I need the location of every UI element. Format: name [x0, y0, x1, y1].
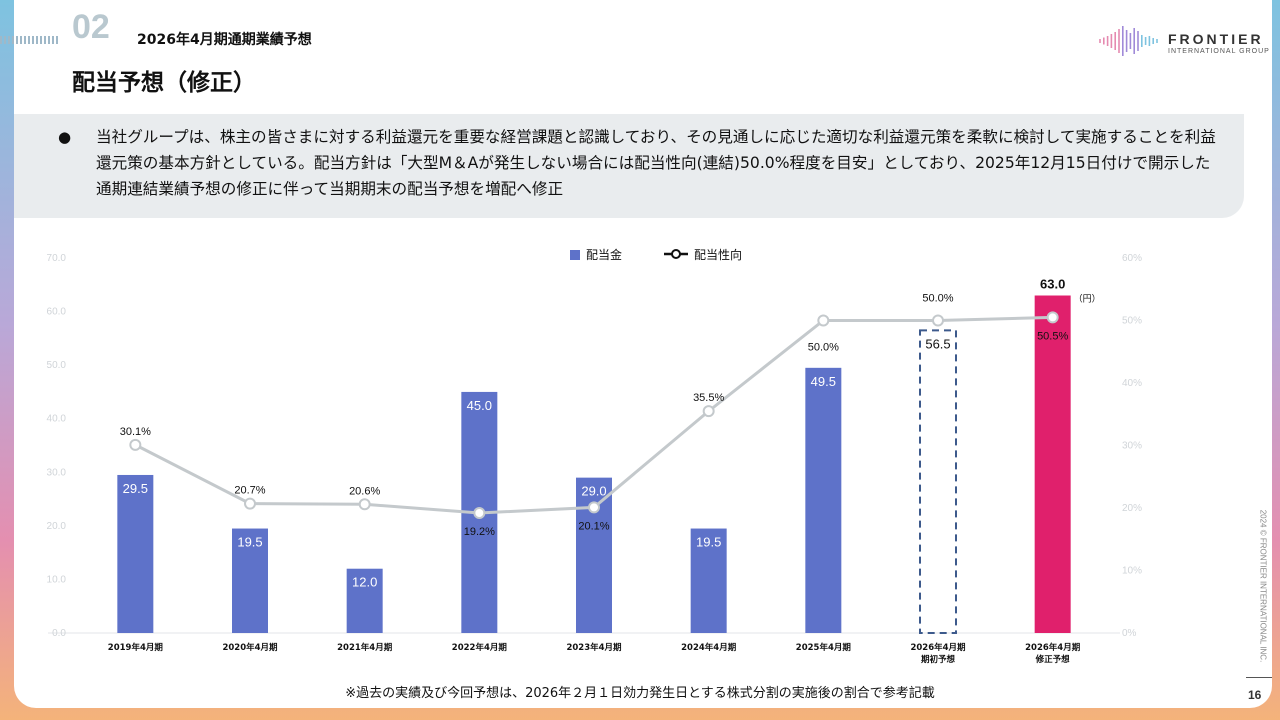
bar-value-label: 29.5	[123, 481, 148, 496]
x-category-label: 2025年4月期	[796, 642, 852, 653]
bar-value-label: 56.5	[925, 336, 950, 351]
y-left-tick-label: 60.0	[47, 307, 67, 318]
y-right-tick-label: 60%	[1122, 253, 1142, 264]
legend-bar-label: 配当金	[586, 247, 622, 262]
y-right-tick-label: 30%	[1122, 441, 1142, 452]
x-category-label: 2024年4月期	[681, 642, 737, 653]
x-category-label: 修正予想	[1035, 654, 1071, 665]
footnote: ※過去の実績及び今回予想は、2026年２月１日効力発生日とする株式分割の実施後の…	[345, 686, 935, 701]
page-title: 配当予想（修正）	[72, 70, 256, 96]
bar-value-label: 45.0	[467, 398, 492, 413]
bar-value-label: 29.0	[581, 484, 606, 499]
x-category-label: 2022年4月期	[452, 642, 508, 653]
x-category-label: 期初予想	[921, 654, 956, 665]
legend-line-label: 配当性向	[694, 247, 742, 262]
payout-ratio-label: 35.5%	[693, 392, 724, 404]
bar-value-label: 49.5	[811, 374, 836, 389]
logo-wordmark: FRONTIER	[1168, 31, 1264, 47]
logo-subtitle: INTERNATIONAL GROUP	[1168, 48, 1270, 55]
y-left-tick-label: 20.0	[47, 521, 67, 532]
payout-ratio-point	[1046, 311, 1059, 324]
x-category-label: 2020年4月期	[222, 642, 278, 653]
payout-ratio-point	[702, 405, 715, 418]
bullet-icon: ●	[58, 128, 72, 146]
y-left-tick-label: 10.0	[47, 574, 67, 585]
x-category-label: 2019年4月期	[108, 642, 164, 653]
bar-value-label: 12.0	[352, 575, 377, 590]
bar-value-label: 19.5	[237, 535, 262, 550]
section-title: 2026年4月期通期業績予想	[137, 32, 312, 48]
y-left-tick-label: 50.0	[47, 360, 67, 371]
copyright: 2024 © FRONTIER INTERNATIONAL INC.	[1258, 509, 1268, 663]
policy-note-text: 当社グループは、株主の皆さまに対する利益還元を重要な経営課題と認識しており、その…	[96, 128, 1216, 198]
y-right-tick-label: 50%	[1122, 316, 1142, 327]
y-left-tick-label: 30.0	[47, 467, 67, 478]
payout-ratio-label: 50.0%	[922, 293, 953, 305]
payout-ratio-label: 20.6%	[349, 485, 380, 497]
y-left-tick-label: 0.0	[52, 628, 66, 639]
page-number: 16	[1248, 688, 1262, 702]
dividend-bar	[576, 477, 612, 633]
dividend-bar	[232, 528, 268, 633]
unit-label: （円）	[1074, 294, 1101, 305]
dividend-bar	[346, 568, 383, 633]
payout-ratio-point	[358, 498, 371, 511]
payout-ratio-point	[244, 497, 256, 510]
page-number-rule	[1246, 677, 1272, 678]
payout-ratio-point	[932, 314, 944, 327]
y-left-tick-label: 40.0	[47, 414, 67, 425]
dividend-bar	[690, 528, 727, 633]
payout-ratio-label: 50.5%	[1037, 330, 1068, 342]
payout-ratio-point	[588, 501, 600, 514]
legend-bar-swatch	[570, 250, 580, 260]
dividend-bar	[805, 367, 842, 633]
y-right-tick-label: 40%	[1122, 378, 1142, 389]
policy-note-box	[14, 114, 1244, 218]
payout-ratio-label: 20.7%	[234, 485, 265, 497]
legend-line-marker	[671, 249, 681, 259]
header-stripes	[0, 36, 60, 44]
bar-value-label: 63.0	[1040, 277, 1065, 292]
payout-ratio-label: 20.1%	[578, 520, 609, 532]
forecast-bar-outline	[919, 329, 957, 634]
payout-ratio-label: 30.1%	[120, 426, 151, 438]
x-category-label: 2026年4月期	[910, 642, 966, 653]
bar-value-label: 19.5	[696, 535, 721, 550]
payout-ratio-point	[129, 438, 142, 451]
payout-ratio-label: 19.2%	[464, 526, 495, 538]
dividend-bar	[1034, 295, 1071, 633]
company-logo-mark	[1099, 26, 1158, 56]
payout-ratio-label: 50.0%	[808, 342, 839, 354]
x-category-label: 2026年4月期	[1025, 642, 1081, 653]
x-category-label: 2021年4月期	[337, 642, 393, 653]
y-right-tick-label: 10%	[1122, 566, 1142, 577]
payout-ratio-point	[817, 314, 830, 327]
section-number: 02	[72, 8, 110, 46]
y-right-tick-label: 20%	[1122, 503, 1142, 514]
y-right-tick-label: 0%	[1122, 628, 1137, 639]
payout-ratio-point	[473, 507, 486, 519]
x-category-label: 2023年4月期	[566, 642, 622, 653]
dividend-bar	[117, 474, 154, 633]
y-left-tick-label: 70.0	[47, 253, 67, 264]
